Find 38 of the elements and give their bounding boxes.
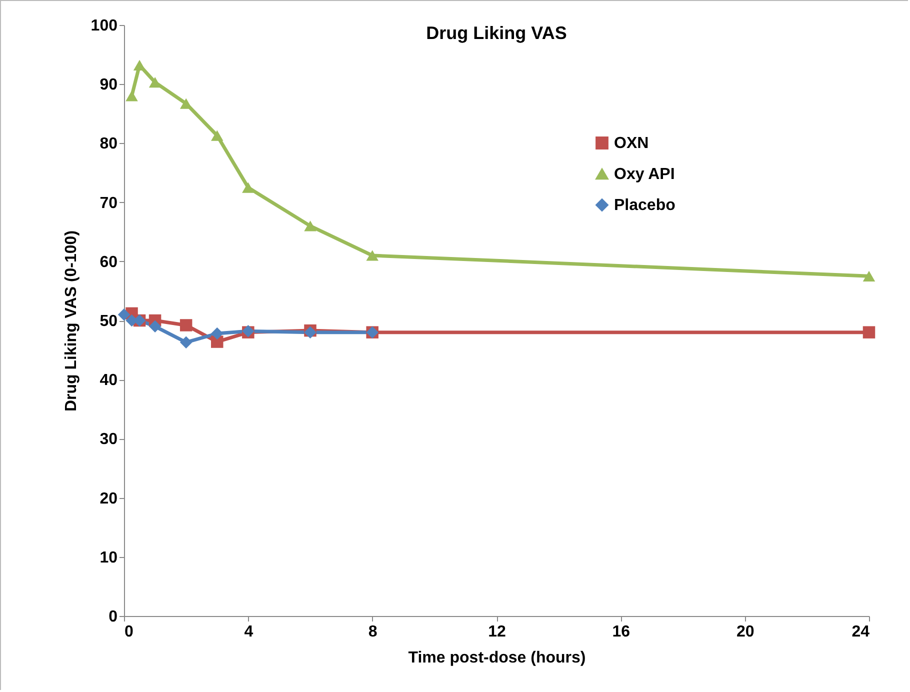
y-tick-label: 20	[100, 490, 118, 508]
y-tick-label: 40	[100, 372, 118, 390]
x-tick-label: 4	[244, 624, 254, 640]
y-axis-title: Drug Liking VAS (0-100)	[62, 230, 80, 412]
y-tick-label: 90	[100, 76, 118, 94]
y-tick-label: 80	[100, 136, 118, 153]
legend-label: Oxy API	[614, 166, 675, 183]
x-tick-label: 24	[852, 624, 870, 640]
x-tick-label: 20	[736, 624, 754, 640]
point	[211, 327, 224, 340]
point	[148, 77, 162, 88]
chart-title: Drug Liking VAS	[426, 23, 567, 43]
legend-label: OXN	[614, 135, 649, 152]
point	[304, 220, 316, 232]
y-tick-label: 50	[100, 313, 118, 330]
y-tick-label: 10	[100, 549, 118, 566]
x-tick-label: 16	[612, 624, 630, 640]
point	[118, 308, 130, 321]
point	[126, 90, 138, 102]
legend-label: Placebo	[614, 197, 676, 214]
y-tick-label: 30	[100, 431, 118, 448]
x-tick-label: 0	[124, 624, 134, 640]
y-tick-label: 70	[100, 194, 118, 212]
point	[211, 130, 224, 141]
point	[242, 182, 254, 193]
x-axis-title: Time post-dose (hours)	[408, 650, 586, 666]
y-tick-label: 60	[100, 254, 118, 271]
x-tick-label: 8	[368, 624, 378, 640]
point	[862, 326, 876, 338]
point	[133, 60, 146, 70]
y-tick-label: 0	[108, 608, 118, 626]
point	[366, 250, 378, 261]
y-tick-label: 100	[90, 18, 118, 34]
x-tick-label: 12	[488, 624, 506, 640]
point	[862, 270, 876, 282]
point	[148, 320, 162, 333]
point	[180, 319, 192, 332]
point	[180, 336, 192, 348]
